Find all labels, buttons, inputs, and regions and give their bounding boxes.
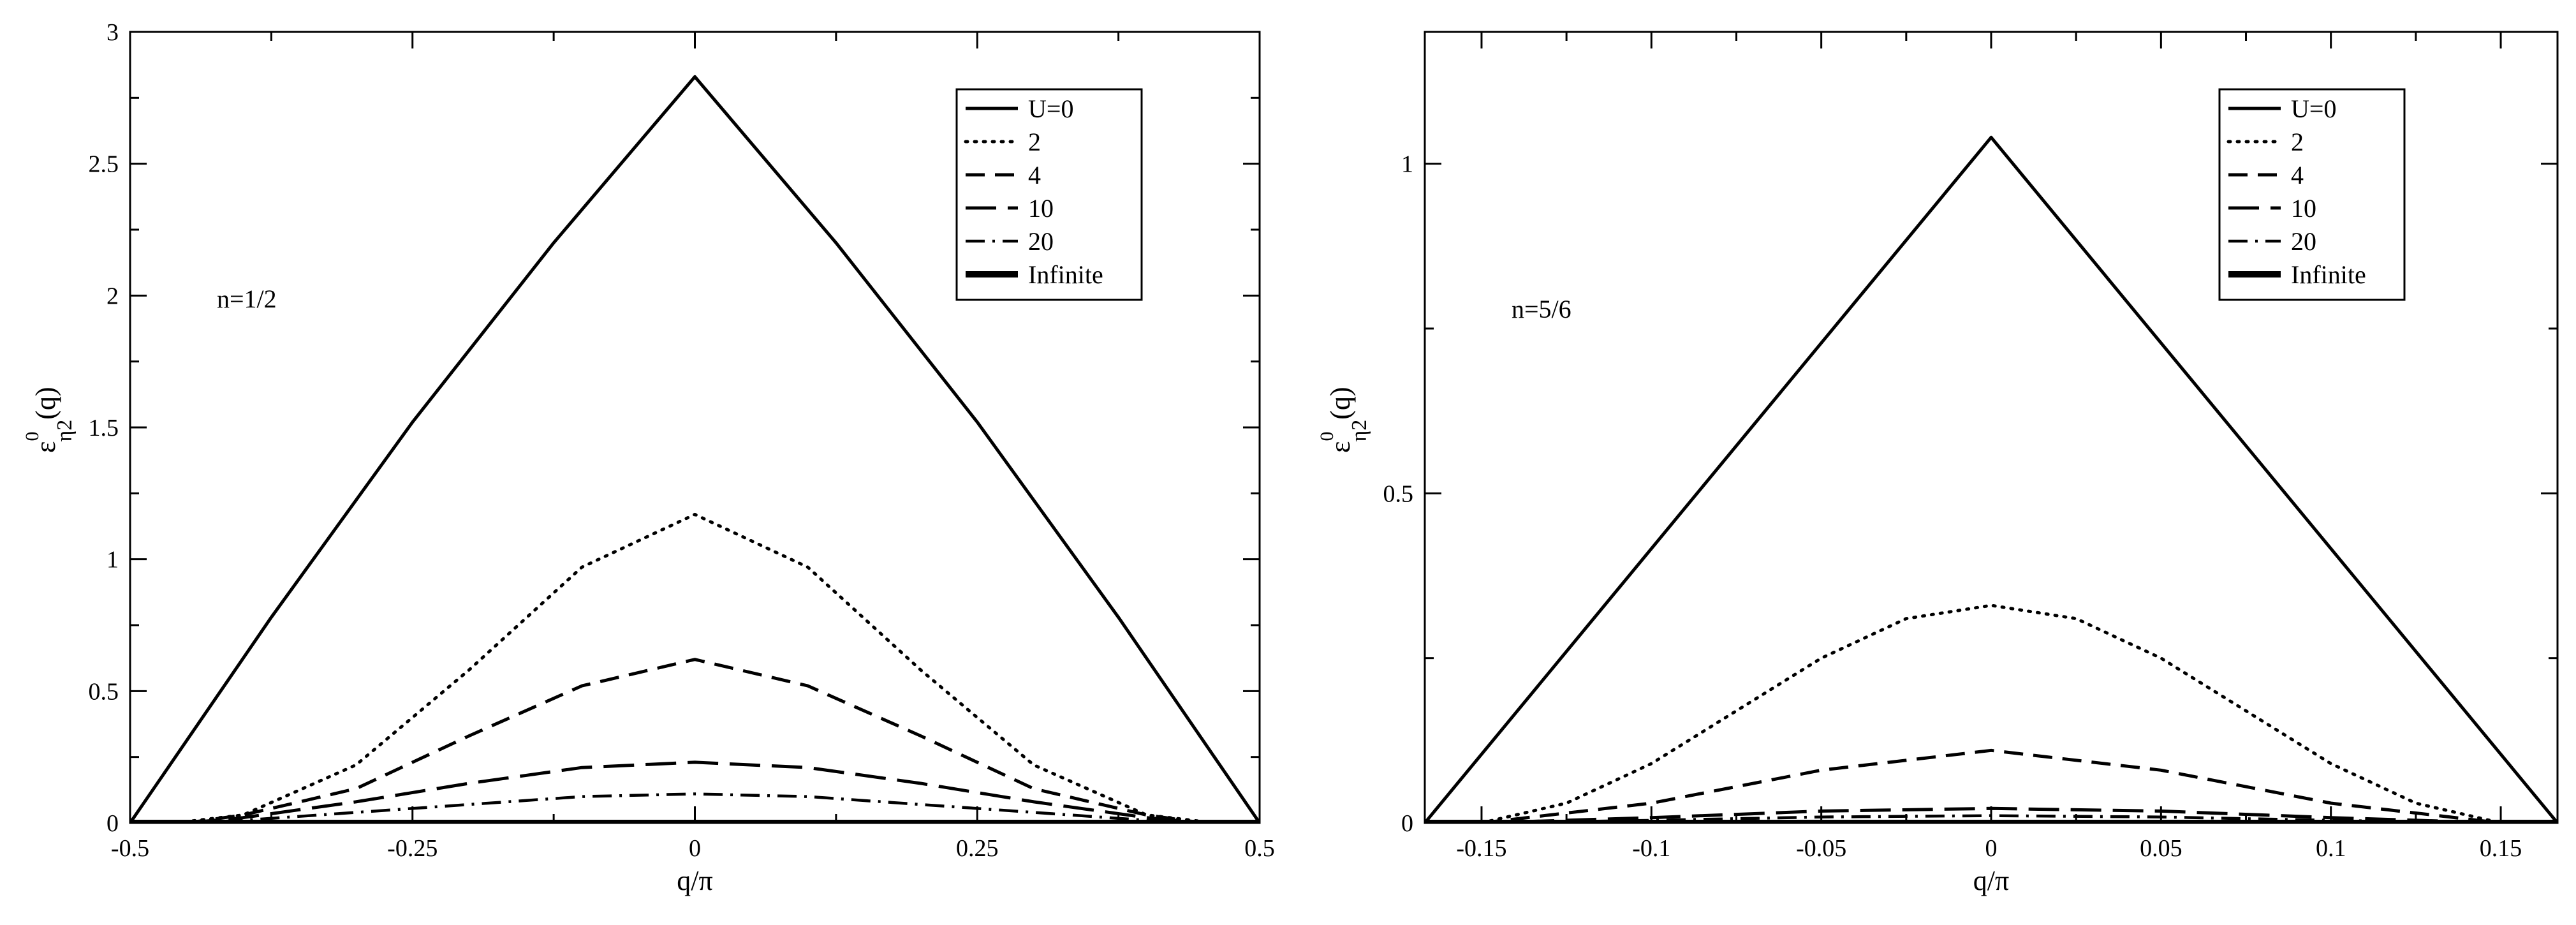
legend-label: 20 <box>1028 227 1054 256</box>
x-tick-label: -0.25 <box>387 835 438 862</box>
y-tick-label: 0.5 <box>1383 480 1414 507</box>
legend-box <box>2218 88 2406 301</box>
series-line-u-0 <box>130 75 1260 823</box>
y-tick-label: 0 <box>1401 810 1413 837</box>
legend-label: 10 <box>2291 194 2316 223</box>
series-line-2 <box>1480 603 2503 823</box>
x-tick-label: 0.25 <box>956 835 999 862</box>
series-line-10 <box>186 760 1203 823</box>
y-label-sub: η2 <box>1348 420 1371 442</box>
legend-label: 20 <box>2291 227 2316 256</box>
x-tick-label: 0 <box>1985 835 1998 862</box>
y-label-base: ε <box>30 441 61 453</box>
y-tick-label: 0.5 <box>89 678 119 705</box>
series-line-4 <box>1481 748 2501 823</box>
x-tick-label: 0.1 <box>2316 835 2346 862</box>
x-tick-label: -0.15 <box>1456 835 1506 862</box>
x-tick-label: 0.5 <box>1244 835 1275 862</box>
y-label-tail: (q) <box>30 387 61 419</box>
y-tick-label: 1.5 <box>89 415 119 441</box>
legend: U=0 2 4 10 20 Infinite <box>955 88 1143 301</box>
y-tick-label: 2.5 <box>89 151 119 178</box>
y-label-tail: (q) <box>1325 387 1356 419</box>
y-tick-label: 1 <box>107 547 119 574</box>
legend-label: Infinite <box>2291 260 2366 289</box>
x-tick-label: -0.05 <box>1796 835 1846 862</box>
x-tick-label: 0.05 <box>2140 835 2182 862</box>
x-tick-label: 0.15 <box>2480 835 2522 862</box>
legend-label: 2 <box>2291 128 2304 156</box>
y-tick-label: 2 <box>107 283 119 309</box>
y-tick-label: 1 <box>1401 151 1413 178</box>
x-axis-label: q/π <box>1973 865 2009 896</box>
legend-label: 10 <box>1028 194 1054 223</box>
legend-label: 4 <box>2291 161 2304 189</box>
x-axis-label: q/π <box>677 865 712 896</box>
panel-annotation: n=5/6 <box>1512 295 1571 323</box>
legend-box <box>955 88 1143 301</box>
panel-annotation: n=1/2 <box>217 285 277 313</box>
series-line-20 <box>186 792 1203 823</box>
legend-label: U=0 <box>2291 94 2336 123</box>
y-axis-label: ε0 η2(q) <box>22 387 77 453</box>
legend: U=0 2 4 10 20 Infinite <box>2218 88 2406 301</box>
y-tick-label: 3 <box>107 19 119 46</box>
series-line-20 <box>1481 814 2501 823</box>
chart-panel-left: -0.5 -0.25 0 0.25 0.500.511.522.53q/πε0 η2(q)… <box>22 19 1275 896</box>
x-tick-label: 0 <box>689 835 701 862</box>
series-line-2 <box>173 512 1216 823</box>
y-axis-label: ε0 η2(q) <box>1316 387 1371 453</box>
y-label-base: ε <box>1325 441 1356 453</box>
y-label-sup: 0 <box>22 432 43 441</box>
x-tick-label: -0.1 <box>1632 835 1670 862</box>
x-tick-label: -0.5 <box>111 835 149 862</box>
y-tick-label: 0 <box>107 810 119 837</box>
y-label-sup: 0 <box>1316 432 1337 441</box>
y-label-sub: η2 <box>53 420 77 442</box>
legend-label: Infinite <box>1028 260 1103 289</box>
legend-label: U=0 <box>1028 94 1073 123</box>
legend-label: 4 <box>1028 161 1041 189</box>
series-line-4 <box>186 658 1203 823</box>
series-line-10 <box>1481 806 2501 823</box>
series-line-u-0 <box>1425 135 2558 823</box>
legend-label: 2 <box>1028 128 1041 156</box>
